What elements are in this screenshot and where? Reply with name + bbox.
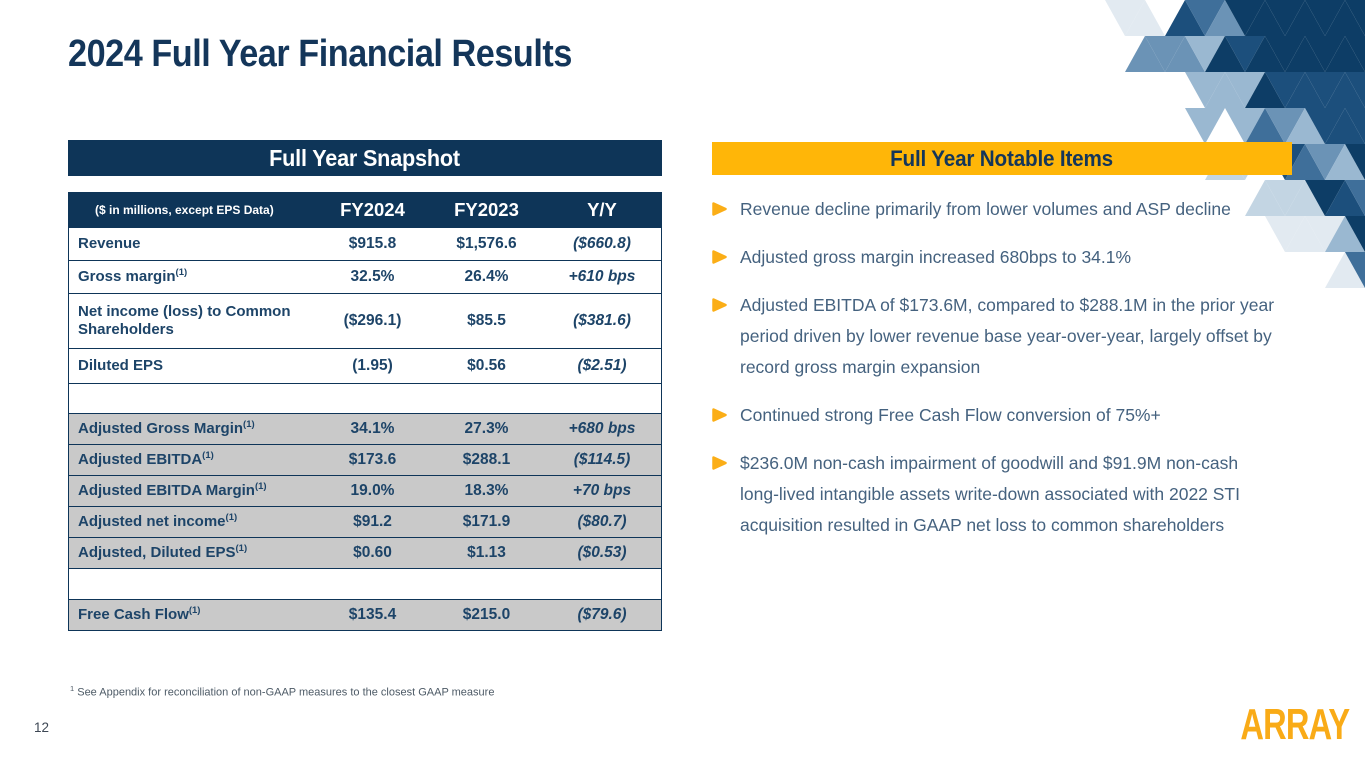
footnote: 1 See Appendix for reconciliation of non… — [70, 684, 494, 699]
cell-fy2024: $91.2 — [353, 513, 392, 530]
table-row: Diluted EPS (1.95) $0.56 ($2.51) — [69, 348, 661, 383]
row-label: Adjusted Gross Margin(1) — [78, 419, 255, 437]
notable-items-list: Revenue decline primarily from lower vol… — [712, 194, 1280, 558]
cell-fy2024: $135.4 — [348, 606, 397, 623]
array-logo: ARRAY — [1239, 700, 1350, 749]
cell-fy2024: 32.5% — [350, 268, 395, 285]
notable-items-header-bar: Full Year Notable Items — [712, 142, 1292, 175]
cell-fy2023: $1.13 — [467, 544, 506, 561]
cell-yoy: ($660.8) — [573, 235, 631, 252]
col-header-yoy: Y/Y — [587, 199, 617, 220]
cell-fy2023: $1,576.6 — [456, 235, 517, 252]
table-header-row: ($ in millions, except EPS Data) FY2024 … — [69, 193, 661, 227]
row-label: Gross margin(1) — [78, 267, 188, 285]
page-number: 12 — [34, 720, 50, 735]
cell-fy2024: $0.60 — [353, 544, 392, 561]
triangle-bullet-icon — [712, 202, 727, 216]
col-header-label: ($ in millions, except EPS Data) — [95, 203, 274, 217]
notable-item: $236.0M non-cash impairment of goodwill … — [712, 448, 1280, 541]
row-label: Diluted EPS — [78, 357, 164, 374]
table-blank-row — [69, 383, 661, 413]
triangle-bullet-icon — [712, 250, 727, 264]
cell-fy2023: $215.0 — [462, 606, 511, 623]
table-row: Adjusted, Diluted EPS(1) $0.60 $1.13 ($0.53… — [69, 537, 661, 568]
table-row: Adjusted EBITDA(1) $173.6 $288.1 ($114.5) — [69, 444, 661, 475]
table-row: Gross margin(1) 32.5% 26.4% +610 bps — [69, 260, 661, 293]
cell-fy2024: $915.8 — [348, 235, 397, 252]
triangle-mosaic-decoration — [1105, 0, 1365, 288]
cell-yoy: ($0.53) — [577, 544, 627, 561]
row-label: Adjusted EBITDA(1) — [78, 450, 214, 468]
snapshot-table: ($ in millions, except EPS Data) FY2024 … — [68, 192, 662, 631]
cell-fy2024: 34.1% — [350, 420, 395, 437]
row-label: Revenue — [78, 235, 141, 252]
cell-yoy: ($381.6) — [573, 312, 631, 329]
cell-fy2023: 27.3% — [464, 420, 509, 437]
cell-yoy: ($79.6) — [577, 606, 627, 623]
footnote-marker: 1 — [70, 684, 75, 693]
page-title: 2024 Full Year Financial Results — [68, 33, 572, 75]
notable-item-text: Revenue decline primarily from lower vol… — [740, 199, 1231, 219]
cell-fy2023: 18.3% — [464, 482, 509, 499]
triangle-bullet-icon — [712, 298, 727, 312]
cell-fy2024: ($296.1) — [343, 312, 402, 329]
notable-item-text: Adjusted EBITDA of $173.6M, compared to … — [740, 295, 1275, 377]
cell-fy2023: $171.9 — [462, 513, 511, 530]
cell-yoy: ($80.7) — [577, 513, 627, 530]
cell-fy2023: 26.4% — [464, 268, 509, 285]
cell-yoy: +680 bps — [568, 420, 636, 437]
table-blank-row — [69, 568, 661, 599]
notable-item-text: Adjusted gross margin increased 680bps t… — [740, 247, 1132, 267]
snapshot-header-bar: Full Year Snapshot — [68, 140, 662, 176]
table-row: Revenue $915.8 $1,576.6 ($660.8) — [69, 227, 661, 260]
notable-item: Adjusted gross margin increased 680bps t… — [712, 242, 1280, 273]
row-label: Adjusted net income(1) — [78, 512, 238, 530]
footnote-text: See Appendix for reconciliation of non-G… — [74, 686, 495, 699]
cell-fy2024: $173.6 — [348, 451, 397, 468]
cell-fy2024: 19.0% — [350, 482, 395, 499]
row-label: Free Cash Flow(1) — [78, 605, 201, 623]
triangle-bullet-icon — [712, 408, 727, 422]
cell-yoy: ($114.5) — [573, 451, 631, 468]
notable-items-header-title: Full Year Notable Items — [890, 145, 1114, 171]
notable-item: Revenue decline primarily from lower vol… — [712, 194, 1280, 225]
row-label: Adjusted, Diluted EPS(1) — [78, 543, 248, 561]
col-header-fy2023: FY2023 — [454, 199, 519, 220]
table-row: Adjusted Gross Margin(1) 34.1% 27.3% +680 b… — [69, 413, 661, 444]
row-label: Adjusted EBITDA Margin(1) — [78, 481, 267, 499]
cell-fy2023: $85.5 — [467, 312, 506, 329]
cell-fy2023: $288.1 — [462, 451, 511, 468]
notable-item-text: $236.0M non-cash impairment of goodwill … — [740, 453, 1240, 535]
triangle-bullet-icon — [712, 456, 727, 470]
notable-item-text: Continued strong Free Cash Flow conversi… — [740, 405, 1161, 425]
cell-fy2023: $0.56 — [467, 357, 506, 374]
table-row: Adjusted net income(1) $91.2 $171.9 ($80.7) — [69, 506, 661, 537]
table-row: Free Cash Flow(1) $135.4 $215.0 ($79.6) — [69, 599, 661, 630]
table-row: Net income (loss) to Common Shareholders… — [69, 293, 661, 348]
cell-yoy: +610 bps — [568, 268, 636, 285]
row-label: Net income (loss) to Common Shareholders — [78, 303, 291, 338]
notable-item: Adjusted EBITDA of $173.6M, compared to … — [712, 290, 1280, 383]
table-row: Adjusted EBITDA Margin(1) 19.0% 18.3% +70 b… — [69, 475, 661, 506]
cell-yoy: +70 bps — [572, 482, 632, 499]
cell-yoy: ($2.51) — [577, 357, 627, 374]
snapshot-header-title: Full Year Snapshot — [269, 144, 461, 171]
col-header-fy2024: FY2024 — [340, 199, 405, 220]
cell-fy2024: (1.95) — [352, 357, 393, 374]
notable-item: Continued strong Free Cash Flow conversi… — [712, 400, 1280, 431]
